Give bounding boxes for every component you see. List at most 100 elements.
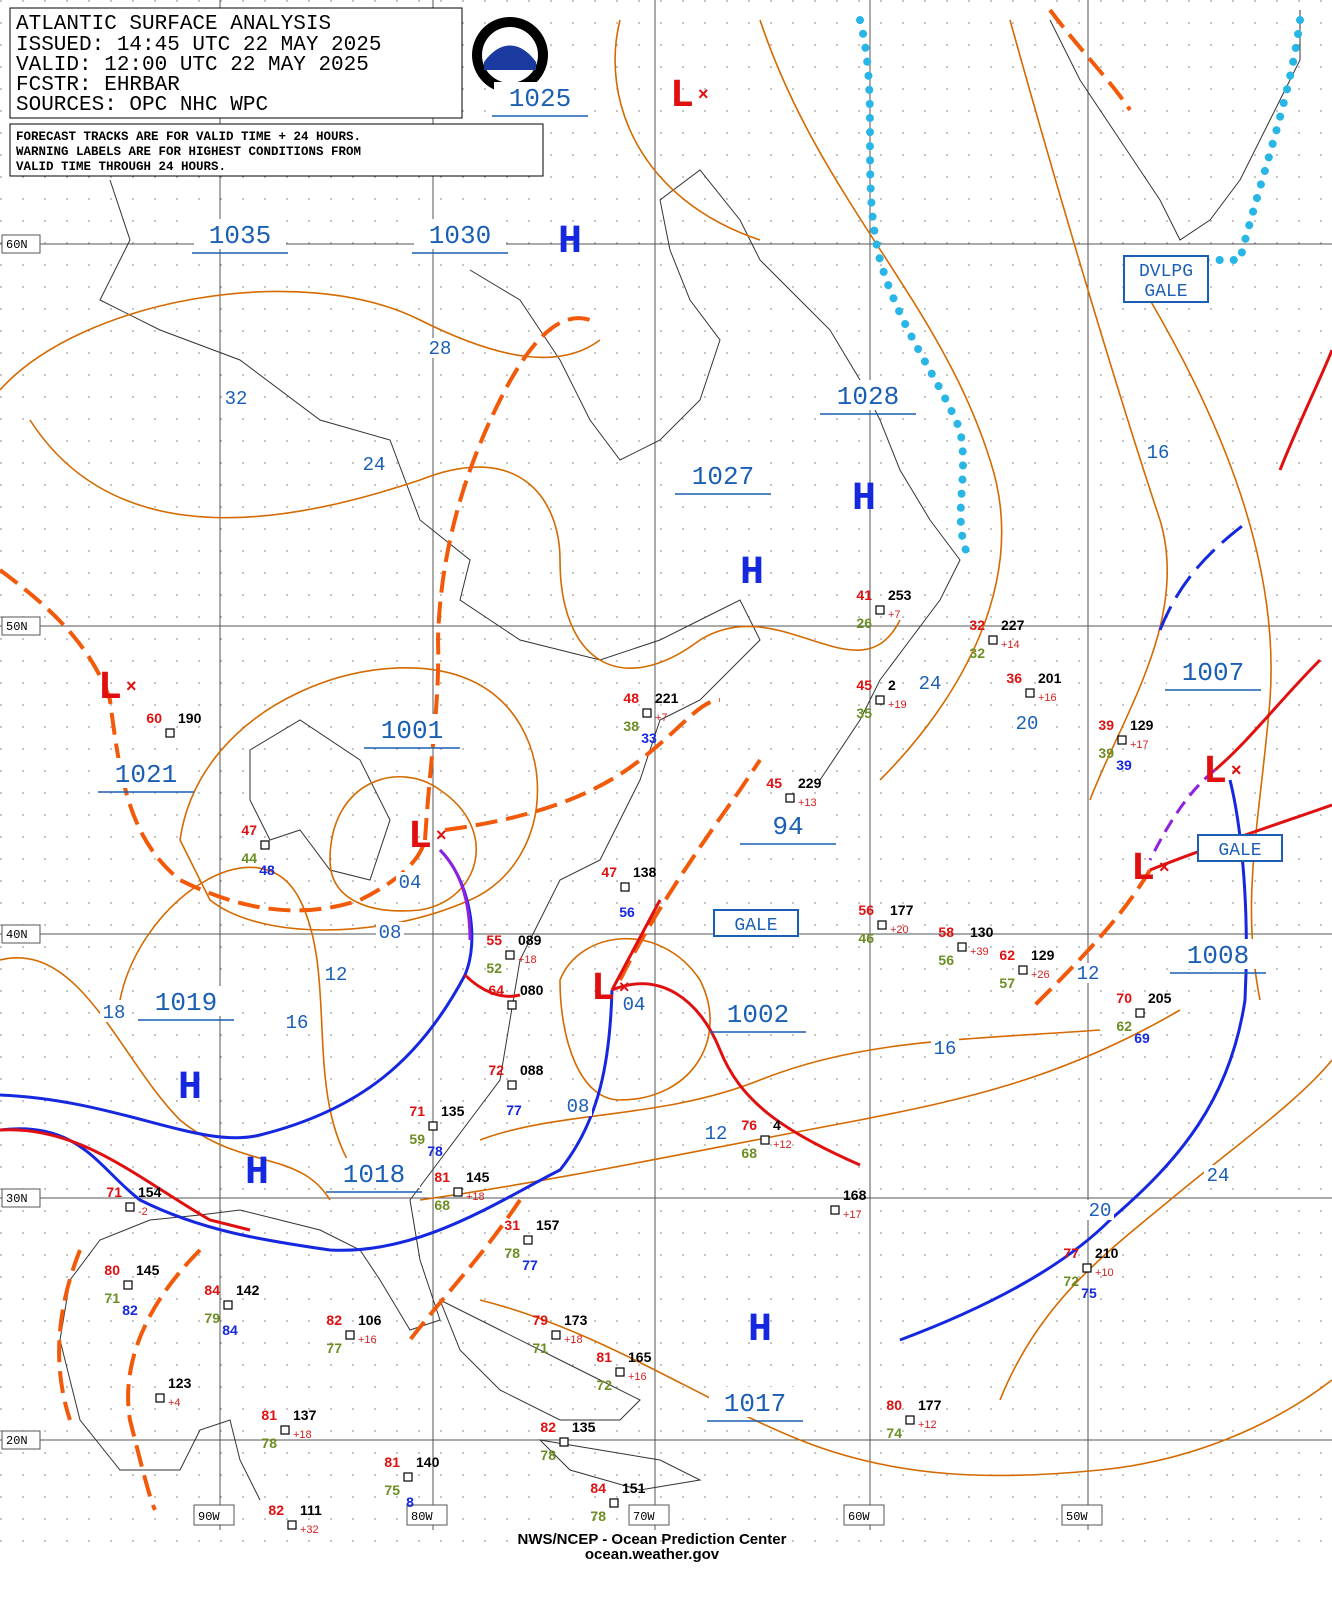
longitude-box — [843, 1504, 885, 1526]
station-tendency: +4 — [168, 1397, 181, 1409]
isobar-label-bg — [1086, 1200, 1114, 1220]
sources: SOURCES: OPC NHC WPC — [16, 94, 268, 117]
station-dewpoint: 71 — [104, 1290, 120, 1306]
station-dewpoint: 74 — [886, 1425, 902, 1441]
station-dewpoint: 38 — [623, 718, 639, 734]
station-marker — [507, 1080, 517, 1090]
warning-box — [1123, 255, 1209, 303]
isobar-label-bg — [396, 872, 424, 892]
isobar-label-bg — [1144, 442, 1172, 462]
low-center: L — [98, 666, 122, 711]
isobar-label-bg — [916, 673, 944, 693]
longitude-label: 60W — [848, 1510, 870, 1524]
station-marker — [785, 793, 795, 803]
pressure-label: 94 — [772, 812, 803, 842]
pressure-label: 1027 — [692, 462, 754, 492]
forecaster: FCSTR: EHRBAR — [16, 74, 180, 97]
station-marker — [615, 1367, 625, 1377]
station-temperature: 79 — [532, 1312, 548, 1328]
station-pressure: 253 — [888, 587, 912, 603]
isobar-label: 16 — [1147, 442, 1170, 464]
low-center: L — [408, 815, 432, 860]
title: ATLANTIC SURFACE ANALYSIS — [16, 13, 331, 36]
high-center: H — [558, 220, 582, 265]
station-temperature: 81 — [261, 1407, 277, 1423]
isobar-label: 24 — [919, 673, 942, 695]
station-dewpoint: 57 — [999, 975, 1015, 991]
station-tendency: +26 — [1031, 969, 1050, 981]
station-pressure: 080 — [520, 982, 544, 998]
high-center: H — [178, 1066, 202, 1111]
station-temperature: 56 — [858, 902, 874, 918]
station-extra: 77 — [506, 1102, 522, 1118]
station-extra: 77 — [522, 1257, 538, 1273]
station-temperature: 76 — [741, 1117, 757, 1133]
latitude-label: 20N — [6, 1434, 28, 1448]
station-marker — [830, 1205, 840, 1215]
station-pressure: 157 — [536, 1217, 560, 1233]
station-tendency: +7 — [888, 609, 901, 621]
station-temperature: 72 — [488, 1062, 504, 1078]
isobar-label: 20 — [1016, 713, 1039, 735]
station-pressure: 145 — [466, 1169, 490, 1185]
isobar-label-bg — [931, 1038, 959, 1058]
station-pressure: 123 — [168, 1375, 192, 1391]
station-extra: 56 — [619, 904, 635, 920]
pressure-label: 1019 — [155, 988, 217, 1018]
issued: ISSUED: 14:45 UTC 22 MAY 2025 — [16, 34, 381, 57]
notice-line: VALID TIME THROUGH 24 HOURS. — [16, 160, 226, 174]
station-extra: 39 — [1116, 757, 1132, 773]
isobar-label: 32 — [225, 388, 248, 410]
station-pressure: 4 — [773, 1117, 781, 1133]
station-tendency: +18 — [518, 954, 537, 966]
latitude-box — [1, 616, 41, 636]
station-dewpoint: 35 — [856, 705, 872, 721]
pressure-label: 1018 — [343, 1160, 405, 1190]
isobar-label-bg — [283, 1012, 311, 1032]
longitude-label: 70W — [633, 1510, 655, 1524]
pressure-label: 1001 — [381, 716, 443, 746]
station-marker — [1025, 688, 1035, 698]
station-marker — [559, 1437, 569, 1447]
latitude-box — [1, 234, 41, 254]
station-extra: 8 — [406, 1494, 414, 1510]
pressure-label: 1008 — [1187, 941, 1249, 971]
station-pressure: 154 — [138, 1184, 162, 1200]
station-tendency: -2 — [138, 1206, 148, 1218]
station-dewpoint: 46 — [858, 930, 874, 946]
latitude-label: 50N — [6, 620, 28, 634]
station-dewpoint: 56 — [938, 952, 954, 968]
pressure-label-bg — [328, 1158, 420, 1188]
station-pressure: 177 — [918, 1397, 942, 1413]
isobar-label: 08 — [567, 1096, 590, 1118]
isobar-label: 16 — [286, 1012, 309, 1034]
station-dewpoint: 26 — [856, 615, 872, 631]
pressure-label-bg — [742, 810, 834, 840]
station-marker — [123, 1280, 133, 1290]
station-tendency: +17 — [1130, 739, 1149, 751]
station-pressure: 173 — [564, 1312, 588, 1328]
low-marker: × — [126, 676, 137, 696]
longitude-box — [1061, 1504, 1103, 1526]
station-dewpoint: 78 — [504, 1245, 520, 1261]
station-pressure: 221 — [655, 690, 679, 706]
station-marker — [957, 942, 967, 952]
station-extra: 48 — [259, 862, 275, 878]
pressure-label: 1025 — [509, 84, 571, 114]
station-extra: 33 — [641, 730, 657, 746]
station-marker — [642, 708, 652, 718]
pressure-label: 1030 — [429, 221, 491, 251]
station-dewpoint: 68 — [741, 1145, 757, 1161]
warning-label: GALE — [1218, 841, 1261, 861]
station-temperature: 77 — [1063, 1245, 1079, 1261]
station-marker — [505, 950, 515, 960]
low-center: L — [591, 967, 615, 1012]
isobar-label-bg — [426, 338, 454, 358]
station-temperature: 81 — [384, 1454, 400, 1470]
station-temperature: 47 — [601, 864, 617, 880]
station-tendency: +16 — [1038, 692, 1057, 704]
station-extra: 75 — [1081, 1285, 1097, 1301]
valid: VALID: 12:00 UTC 22 MAY 2025 — [16, 54, 369, 77]
annotations: 1035 1030 1025 1028 1027 1001 1021 1019 1018 1002… — [98, 74, 1283, 1536]
dot-grid — [0, 0, 1332, 1560]
